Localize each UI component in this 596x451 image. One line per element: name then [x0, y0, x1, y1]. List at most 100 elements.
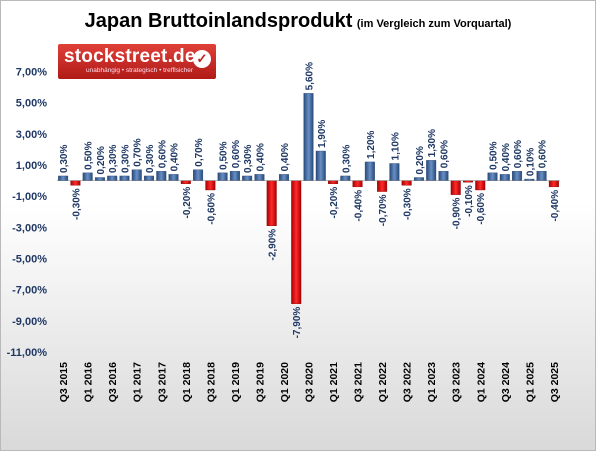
- check-icon: ✓: [193, 50, 211, 68]
- chart-subtitle: (im Vergleich zum Vorquartal): [356, 18, 512, 30]
- value-label: -2,90%: [268, 229, 279, 261]
- x-tick-label: Q3 2019: [254, 362, 266, 402]
- y-tick-label: -5,00%: [12, 254, 47, 266]
- value-label: 0,50%: [219, 141, 230, 169]
- value-label: 0,70%: [133, 138, 144, 166]
- y-tick-label: 1,00%: [16, 160, 47, 172]
- bar: [340, 175, 351, 181]
- value-label: -0,60%: [206, 193, 217, 225]
- value-label: 0,40%: [501, 143, 512, 171]
- x-tick-label: Q3 2017: [156, 362, 168, 402]
- x-tick-label: Q3 2022: [402, 362, 414, 402]
- value-label: -0,90%: [452, 198, 463, 230]
- value-label: 0,70%: [194, 138, 205, 166]
- value-label: 0,30%: [341, 144, 352, 172]
- bar: [94, 177, 105, 181]
- bar: [413, 177, 424, 181]
- stockstreet-logo: stockstreet.de unabhängig • strategisch …: [58, 44, 216, 79]
- value-label: -0,10%: [464, 185, 475, 217]
- bar: [291, 180, 302, 304]
- bar: [242, 175, 253, 181]
- bar: [389, 163, 400, 181]
- value-label: 1,10%: [390, 132, 401, 160]
- x-tick-label: Q1 2018: [181, 362, 193, 402]
- x-tick-label: Q1 2016: [83, 362, 95, 402]
- bar: [144, 175, 154, 181]
- bar: [193, 169, 204, 181]
- logo-name: stockstreet.de: [64, 46, 196, 67]
- bar: [180, 180, 191, 184]
- value-label: 1,20%: [366, 130, 377, 158]
- bar: [438, 171, 449, 181]
- bar: [119, 175, 130, 181]
- bar: [107, 175, 118, 181]
- bar: [377, 180, 388, 192]
- value-label: -0,40%: [550, 190, 561, 222]
- value-label: 0,50%: [84, 141, 95, 169]
- x-tick-label: Q1 2022: [377, 362, 389, 402]
- bar: [548, 180, 559, 188]
- value-label: 0,60%: [157, 140, 168, 168]
- bar: [328, 180, 339, 184]
- value-label: 0,60%: [513, 140, 524, 168]
- y-tick-label: 3,00%: [16, 129, 47, 141]
- bar: [303, 93, 314, 181]
- value-label: 0,10%: [525, 148, 536, 176]
- value-label: -0,20%: [329, 187, 340, 219]
- y-tick-label: -1,00%: [12, 191, 47, 203]
- value-label: -0,20%: [182, 187, 193, 219]
- x-tick-label: Q1 2017: [132, 362, 144, 402]
- x-tick-label: Q3 2024: [500, 362, 512, 402]
- value-label: 0,40%: [255, 143, 266, 171]
- bar: [229, 171, 240, 181]
- value-label: 0,40%: [280, 143, 291, 171]
- x-tick-label: Q1 2023: [426, 362, 438, 402]
- bar: [278, 174, 289, 181]
- y-tick-label: -3,00%: [12, 222, 47, 234]
- bar: [487, 172, 498, 181]
- x-tick-label: Q1 2020: [279, 362, 291, 402]
- bar: [512, 171, 523, 181]
- bar: [205, 180, 216, 191]
- bar: [401, 180, 412, 186]
- value-label: 0,30%: [120, 144, 131, 172]
- x-tick-label: Q1 2021: [328, 362, 340, 402]
- value-label: 1,30%: [427, 129, 438, 157]
- y-tick-label: -9,00%: [12, 316, 47, 328]
- value-label: 0,20%: [415, 146, 426, 174]
- bar: [426, 160, 437, 181]
- chart-title-block: Japan Bruttoinlandsprodukt (im Vergleich…: [0, 10, 596, 33]
- value-label: -7,90%: [292, 307, 303, 339]
- bar: [217, 172, 228, 181]
- x-tick-label: Q3 2023: [451, 362, 463, 402]
- bar: [156, 171, 167, 181]
- bar: [352, 180, 363, 188]
- value-label: 0,30%: [108, 144, 119, 172]
- bar: [131, 169, 142, 181]
- x-tick-label: Q1 2024: [475, 362, 487, 402]
- value-label: 1,90%: [317, 120, 328, 148]
- x-tick-label: Q1 2019: [230, 362, 242, 402]
- x-tick-label: Q3 2016: [107, 362, 119, 402]
- value-label: -0,30%: [403, 188, 414, 220]
- value-label: 0,60%: [231, 140, 242, 168]
- logo-tagline: unabhängig • strategisch • trefflsicher: [86, 67, 194, 74]
- y-tick-label: -7,00%: [12, 285, 47, 297]
- x-tick-label: Q3 2021: [353, 362, 365, 402]
- bar: [450, 180, 461, 195]
- x-tick-label: Q3 2015: [58, 362, 70, 402]
- x-tick-label: Q1 2025: [524, 362, 536, 402]
- bar: [475, 180, 486, 191]
- x-tick-label: Q3 2025: [549, 362, 561, 402]
- value-label: 0,60%: [439, 140, 450, 168]
- y-tick-label: 5,00%: [16, 98, 47, 110]
- value-label: -0,30%: [71, 188, 82, 220]
- value-label: -0,60%: [476, 193, 487, 225]
- value-label: 0,30%: [59, 144, 70, 172]
- bar: [499, 174, 510, 181]
- bar: [364, 161, 375, 181]
- value-label: 0,50%: [489, 141, 500, 169]
- bar: [315, 150, 326, 181]
- bar: [58, 175, 69, 181]
